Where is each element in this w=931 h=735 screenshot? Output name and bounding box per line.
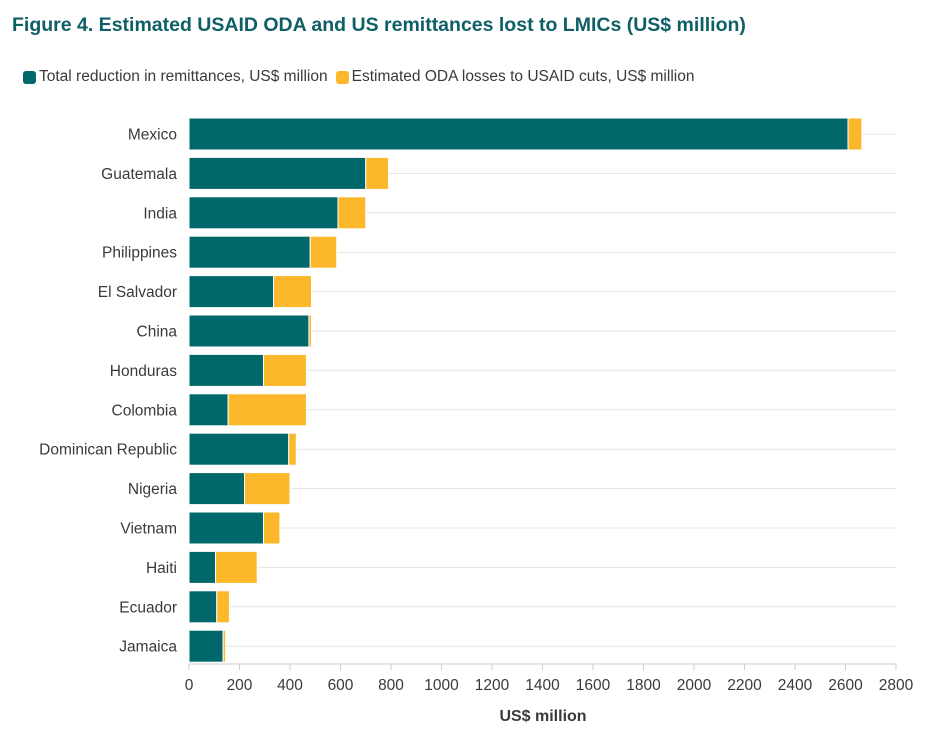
- bar-remittances[interactable]: [188, 393, 229, 427]
- x-tick-label: 2600: [828, 677, 863, 694]
- bar-layer: [188, 117, 863, 663]
- category-label: Dominican Republic: [39, 442, 177, 459]
- bar-oda[interactable]: [337, 196, 367, 230]
- x-tick-label: 0: [185, 677, 194, 694]
- bar-remittances[interactable]: [188, 156, 367, 190]
- category-label: Guatemala: [101, 166, 177, 183]
- legend-item-remittances[interactable]: Total reduction in remittances, US$ mill…: [23, 68, 328, 86]
- bar-oda[interactable]: [273, 275, 312, 309]
- x-axis: 0 200 400 600 800 1000 1200 1400 1600 1800 2000 220…: [185, 663, 914, 694]
- x-tick-label: 2200: [727, 677, 762, 694]
- bar-oda[interactable]: [365, 156, 389, 190]
- bar-oda[interactable]: [262, 511, 281, 545]
- bar-remittances[interactable]: [188, 314, 310, 348]
- category-label: Mexico: [128, 127, 177, 144]
- x-tick-label: 2000: [677, 677, 712, 694]
- category-label: El Salvador: [98, 284, 177, 301]
- bar-remittances[interactable]: [188, 117, 849, 151]
- legend: Total reduction in remittances, US$ mill…: [23, 68, 702, 86]
- category-label: Haiti: [146, 560, 177, 577]
- bar-remittances[interactable]: [188, 432, 290, 466]
- bar-remittances[interactable]: [188, 196, 339, 230]
- x-tick-label: 2400: [778, 677, 813, 694]
- x-tick-label: 600: [328, 677, 354, 694]
- x-tick-label: 400: [277, 677, 303, 694]
- category-label: Honduras: [110, 363, 177, 380]
- x-tick-label: 1000: [424, 677, 459, 694]
- x-tick-label: 1200: [475, 677, 510, 694]
- x-tick-label: 2800: [879, 677, 914, 694]
- bar-oda[interactable]: [216, 590, 230, 624]
- bar-remittances[interactable]: [188, 275, 275, 309]
- bar-oda[interactable]: [262, 353, 307, 387]
- bar-oda[interactable]: [244, 472, 291, 506]
- bar-remittances[interactable]: [188, 353, 264, 387]
- category-label: Jamaica: [119, 639, 177, 656]
- category-label: China: [137, 324, 178, 341]
- bar-remittances[interactable]: [188, 590, 218, 624]
- x-tick-label: 200: [227, 677, 253, 694]
- x-axis-title: US$ million: [499, 708, 586, 725]
- chart-title: Figure 4. Estimated USAID ODA and US rem…: [12, 14, 746, 36]
- bar-oda[interactable]: [847, 117, 863, 151]
- bar-oda[interactable]: [288, 432, 297, 466]
- legend-swatch-remittances: [23, 70, 36, 84]
- bar-oda[interactable]: [309, 235, 338, 269]
- bar-oda[interactable]: [215, 550, 258, 584]
- x-tick-label: 1600: [576, 677, 611, 694]
- category-label: Philippines: [102, 245, 177, 262]
- bar-remittances[interactable]: [188, 550, 217, 584]
- bar-oda[interactable]: [222, 629, 227, 663]
- category-label: Vietnam: [120, 521, 177, 538]
- category-label: Colombia: [112, 402, 178, 419]
- legend-item-oda[interactable]: Estimated ODA losses to USAID cuts, US$ …: [335, 68, 695, 86]
- bar-remittances[interactable]: [188, 629, 224, 663]
- category-label: India: [143, 205, 177, 222]
- legend-label-remittances: Total reduction in remittances, US$ mill…: [39, 68, 328, 85]
- category-label: Ecuador: [119, 599, 177, 616]
- bar-oda[interactable]: [308, 314, 312, 348]
- legend-swatch-oda: [335, 70, 349, 84]
- legend-label-oda: Estimated ODA losses to USAID cuts, US$ …: [351, 68, 695, 85]
- x-tick-label: 800: [378, 677, 404, 694]
- bar-oda[interactable]: [227, 393, 307, 427]
- category-labels: Mexico Guatemala India Philippines El Salvad…: [39, 127, 177, 656]
- bar-remittances[interactable]: [188, 511, 264, 545]
- bar-remittances[interactable]: [188, 235, 311, 269]
- x-tick-label: 1400: [525, 677, 560, 694]
- bar-remittances[interactable]: [188, 472, 246, 506]
- category-label: Nigeria: [128, 481, 177, 498]
- x-tick-label: 1800: [626, 677, 661, 694]
